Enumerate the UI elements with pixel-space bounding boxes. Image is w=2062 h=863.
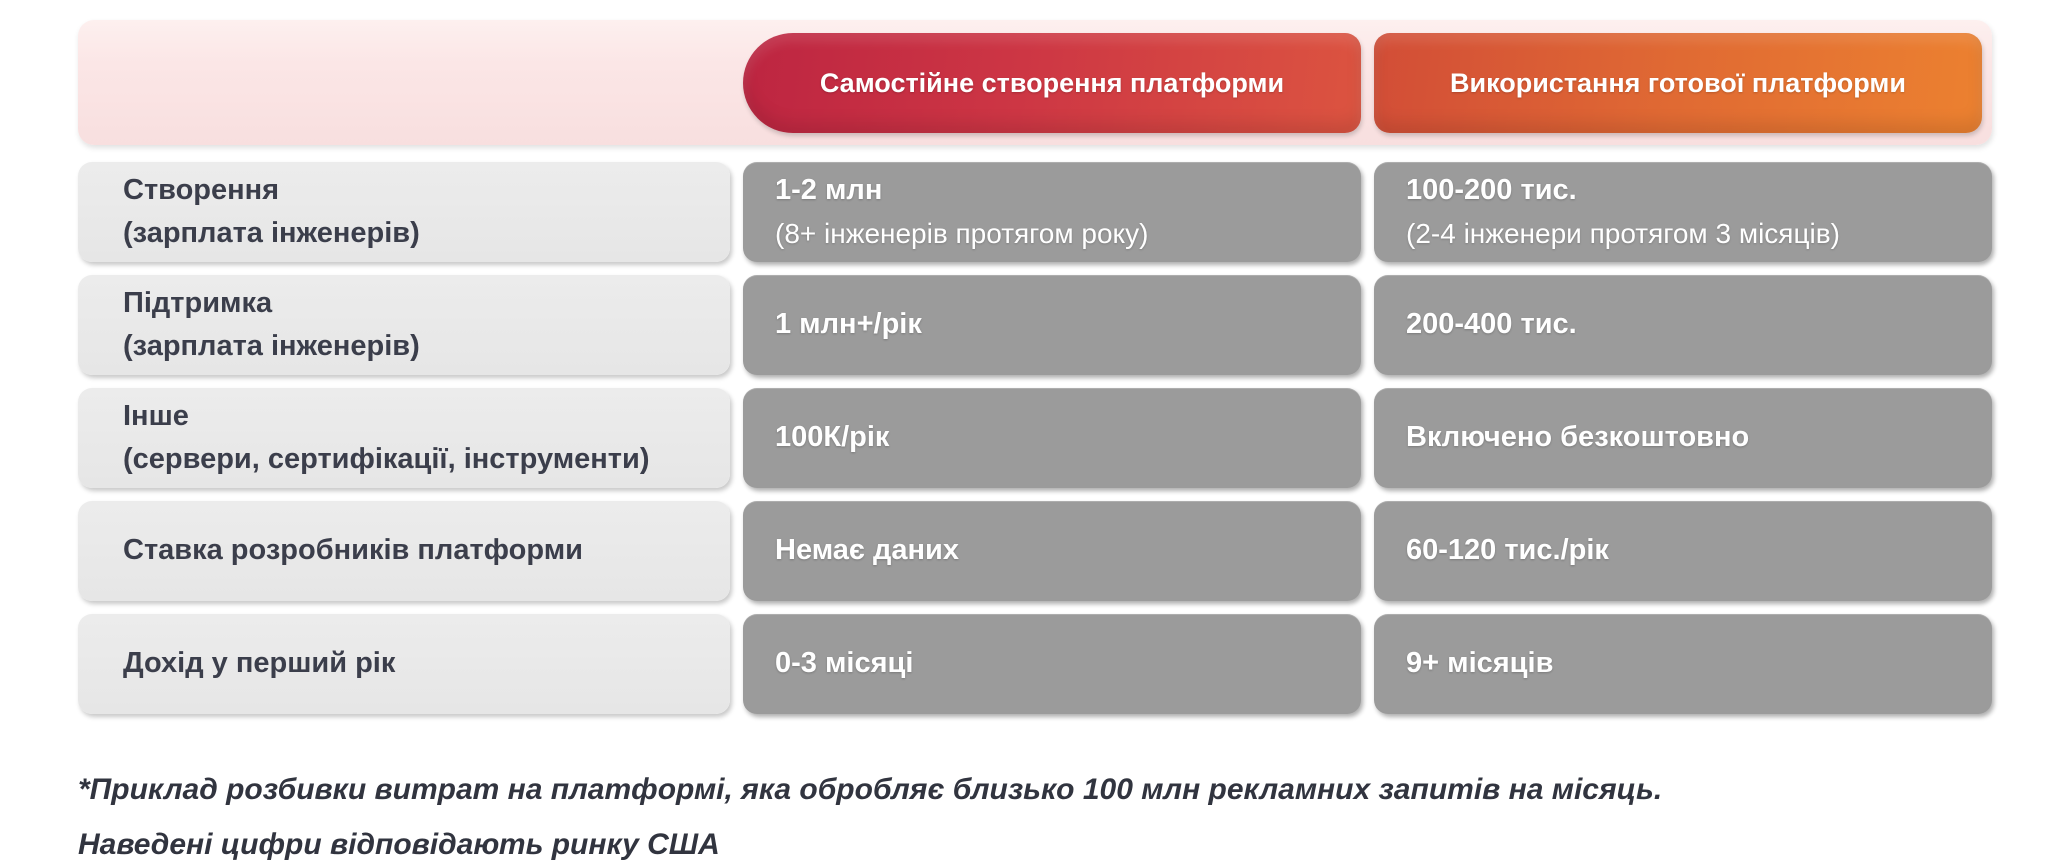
column-header-self-built: Самостійне створення платформи bbox=[743, 33, 1361, 133]
cell-first-year-revenue-self-built: 0-3 місяці bbox=[743, 614, 1361, 714]
cell-value: 100-200 тис. bbox=[1406, 174, 1577, 207]
cell-value: 200-400 тис. bbox=[1406, 308, 1577, 341]
cell-value: Немає даних bbox=[775, 534, 959, 567]
footnote-line-2: Наведені цифри відповідають ринку США bbox=[78, 827, 720, 861]
row-header-line2: (зарплата інженерів) bbox=[123, 217, 420, 249]
cell-creation-self-built: 1-2 млн (8+ інженерів протягом року) bbox=[743, 162, 1361, 262]
column-header-ready-made: Використання готової платформи bbox=[1374, 33, 1982, 133]
cell-value: 1-2 млн bbox=[775, 174, 883, 207]
cell-note: (8+ інженерів протягом року) bbox=[775, 217, 1149, 249]
comparison-table: Самостійне створення платформи Використа… bbox=[78, 20, 1994, 714]
cell-support-self-built: 1 млн+/рік bbox=[743, 275, 1361, 375]
footnote: *Приклад розбивки витрат на платформі, я… bbox=[78, 770, 2062, 863]
cell-other-ready-made: Включено безкоштовно bbox=[1374, 388, 1992, 488]
row-header-line1: Створення bbox=[123, 173, 280, 206]
cell-value: 0-3 місяці bbox=[775, 647, 914, 680]
column-header-self-built-label: Самостійне створення платформи bbox=[819, 67, 1285, 98]
cell-developer-rate-ready-made: 60-120 тис./рік bbox=[1374, 501, 1992, 601]
cell-support-ready-made: 200-400 тис. bbox=[1374, 275, 1992, 375]
cell-value: 100К/рік bbox=[775, 421, 890, 454]
row-header-other: Інше (сервери, сертифікації, інструменти… bbox=[78, 388, 730, 488]
cell-value: 9+ місяців bbox=[1406, 647, 1554, 680]
row-header-creation: Створення (зарплата інженерів) bbox=[78, 162, 730, 262]
row-header-line2: (сервери, сертифікації, інструменти) bbox=[123, 443, 650, 475]
row-header-support: Підтримка (зарплата інженерів) bbox=[78, 275, 730, 375]
row-header-line1: Підтримка bbox=[123, 286, 273, 319]
row-header-line1: Дохід у перший рік bbox=[123, 647, 396, 680]
row-header-first-year-revenue: Дохід у перший рік bbox=[78, 614, 730, 714]
cell-value: 1 млн+/рік bbox=[775, 308, 922, 341]
row-header-developer-rate: Ставка розробників платформи bbox=[78, 501, 730, 601]
cell-value: Включено безкоштовно bbox=[1406, 421, 1750, 454]
cell-value: 60-120 тис./рік bbox=[1406, 534, 1609, 567]
row-header-line1: Ставка розробників платформи bbox=[123, 534, 583, 567]
column-header-ready-made-label: Використання готової платформи bbox=[1449, 67, 1907, 98]
cell-creation-ready-made: 100-200 тис. (2-4 інженери протягом 3 мі… bbox=[1374, 162, 1992, 262]
footnote-line-1: *Приклад розбивки витрат на платформі, я… bbox=[78, 773, 1663, 806]
cell-developer-rate-self-built: Немає даних bbox=[743, 501, 1361, 601]
row-header-line2: (зарплата інженерів) bbox=[123, 330, 420, 362]
cell-other-self-built: 100К/рік bbox=[743, 388, 1361, 488]
row-header-line1: Інше bbox=[123, 399, 189, 432]
cell-note: (2-4 інженери протягом 3 місяців) bbox=[1406, 217, 1840, 249]
cell-first-year-revenue-ready-made: 9+ місяців bbox=[1374, 614, 1992, 714]
